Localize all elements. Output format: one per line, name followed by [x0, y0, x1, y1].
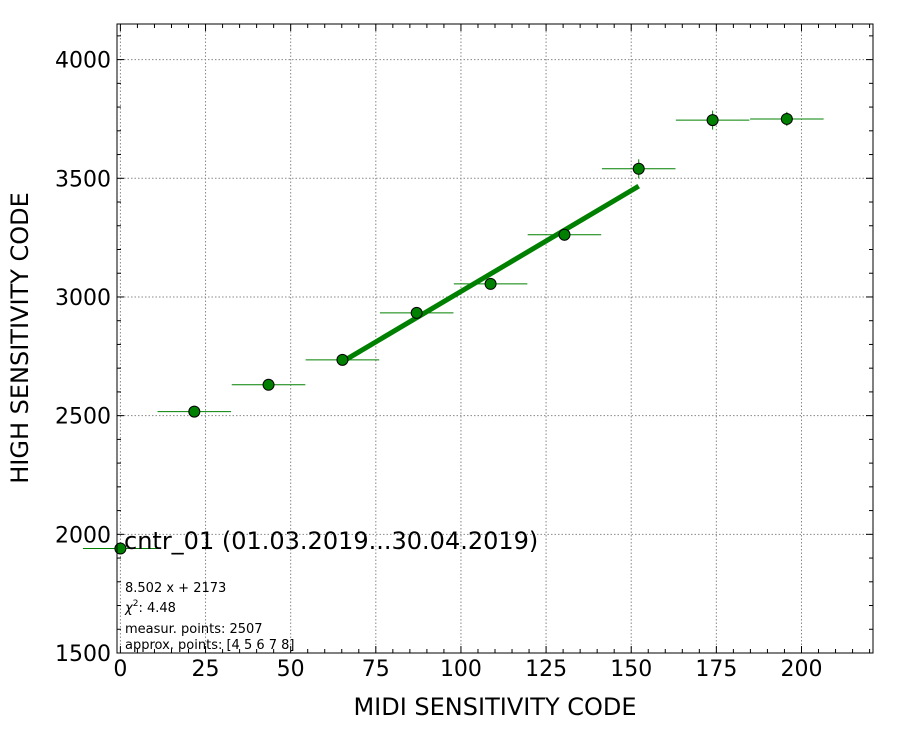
measurement-points: measur. points: 2507 — [125, 622, 263, 637]
y-tick-label: 3000 — [55, 286, 111, 311]
fit-annotations: 8.502 x + 2173 χ2: 4.48 measur. points: … — [124, 581, 295, 653]
data-point-marker — [410, 306, 423, 319]
data-point — [305, 353, 380, 366]
x-tick-label: 0 — [113, 657, 127, 682]
approx-points: approx. points: [4 5 6 7 8] — [125, 638, 295, 653]
x-tick-label: 100 — [440, 657, 482, 682]
data-point — [453, 277, 528, 290]
chi-squared: χ2: 4.48 — [124, 599, 176, 616]
fit-equation: 8.502 x + 2173 — [125, 581, 226, 596]
y-axis-label: HIGH SENSITIVITY CODE — [6, 192, 34, 484]
x-tick-label: 150 — [610, 657, 652, 682]
data-point — [601, 159, 676, 179]
y-tick-label: 1500 — [55, 642, 111, 667]
data-point — [379, 306, 454, 319]
data-point-marker — [558, 228, 571, 241]
data-point — [82, 542, 158, 555]
data-point — [750, 111, 824, 127]
data-point — [527, 228, 602, 241]
fit-line-group — [341, 183, 640, 364]
data-point-marker — [262, 378, 275, 391]
data-point-marker — [114, 542, 127, 555]
grid — [117, 24, 873, 654]
x-tick-label: 200 — [780, 657, 822, 682]
x-tick-label: 125 — [525, 657, 567, 682]
data-point — [675, 110, 750, 130]
axis-ticks — [117, 24, 873, 654]
data-point-marker — [706, 114, 719, 127]
chart-title: cntr_01 (01.03.2019...30.04.2019) — [124, 527, 538, 555]
data-point-marker — [336, 353, 349, 366]
chi-squared-value: : 4.48 — [138, 601, 175, 616]
y-tick-label: 2000 — [55, 523, 111, 548]
y-tick-label: 4000 — [55, 49, 111, 74]
x-axis-label: MIDI SENSITIVITY CODE — [353, 693, 636, 721]
data-point-marker — [632, 162, 645, 175]
data-point-marker — [484, 277, 497, 290]
x-tick-label: 175 — [695, 657, 737, 682]
data-point-marker — [780, 112, 793, 125]
data-point — [231, 378, 306, 391]
data-points — [82, 110, 824, 555]
data-point-marker — [188, 405, 201, 418]
x-tick-label: 25 — [192, 657, 220, 682]
x-tick-label: 75 — [362, 657, 390, 682]
y-tick-labels: 1500 2000 2500 3000 3500 4000 — [55, 49, 111, 667]
plot-area-frame — [116, 23, 874, 654]
fit-line — [341, 183, 640, 364]
y-tick-label: 2500 — [55, 405, 111, 430]
data-point — [157, 405, 232, 418]
x-tick-labels: 0 25 50 75 100 125 150 175 200 — [113, 657, 822, 682]
y-tick-label: 3500 — [55, 167, 111, 192]
x-tick-label: 50 — [277, 657, 305, 682]
